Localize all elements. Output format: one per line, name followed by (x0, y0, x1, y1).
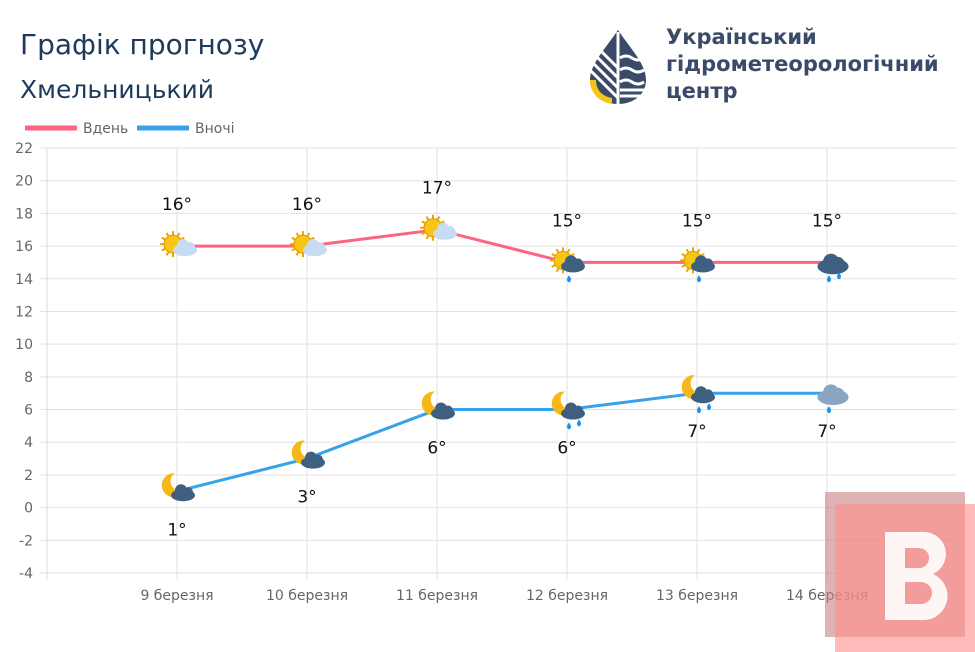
moon-cloud-rain-icon[interactable] (681, 375, 715, 414)
y-tick-label: 2 (24, 468, 33, 484)
y-tick-label: 22 (15, 141, 33, 157)
y-tick-label: 16 (15, 239, 33, 255)
y-tick-label: 10 (15, 337, 33, 353)
sun-cloud-rain-icon[interactable] (680, 247, 715, 283)
moon-cloud-icon[interactable] (421, 391, 455, 420)
x-tick-label: 11 березня (396, 588, 478, 604)
x-tick-label: 10 березня (266, 588, 348, 604)
y-tick-label: 12 (15, 304, 33, 320)
data-label: 7° (817, 422, 836, 442)
data-label: 6° (557, 439, 576, 459)
data-label: 1° (167, 520, 186, 540)
series-line-day (177, 228, 827, 264)
data-label: 15° (812, 211, 842, 231)
moon-cloud-rain-icon[interactable] (551, 391, 585, 430)
sun-cloud-rain-icon[interactable] (550, 247, 585, 283)
y-tick-label: 20 (15, 174, 33, 190)
partly-cloudy-day-icon[interactable] (290, 231, 327, 258)
heavy-rain-cloud-icon[interactable] (817, 253, 849, 283)
y-tick-label: 8 (24, 370, 33, 386)
y-tick-label: 4 (24, 435, 33, 451)
partly-cloudy-day-icon[interactable] (420, 214, 457, 241)
partly-cloudy-day-icon[interactable] (160, 231, 197, 258)
legend-label[interactable]: Вночі (195, 121, 234, 137)
moon-cloud-icon[interactable] (161, 473, 195, 502)
org-line-3: центр (666, 79, 738, 103)
y-tick-label: -2 (19, 533, 33, 549)
x-tick-label: 12 березня (526, 588, 608, 604)
watermark-logo (825, 492, 975, 652)
data-label: 3° (297, 488, 316, 508)
org-line-1: Український (666, 25, 817, 49)
y-tick-label: 6 (24, 403, 33, 419)
y-tick-label: -4 (19, 566, 33, 582)
y-tick-label: 18 (15, 206, 33, 222)
y-tick-label: 14 (15, 272, 33, 288)
cloud-rain-icon[interactable] (817, 384, 849, 414)
data-label: 6° (427, 439, 446, 459)
ugmc-logo (588, 30, 646, 106)
page-title: Графік прогнозу (20, 28, 265, 61)
data-label: 7° (687, 422, 706, 442)
x-tick-label: 9 березня (140, 588, 213, 604)
moon-cloud-icon[interactable] (291, 440, 325, 469)
city-name: Хмельницький (20, 75, 215, 104)
data-label: 17° (422, 179, 452, 199)
organization-name: Український гідрометеорологічний центр (666, 24, 939, 105)
series-line-night (176, 391, 827, 493)
data-label: 15° (682, 211, 712, 231)
data-label: 15° (552, 211, 582, 231)
y-tick-label: 0 (24, 501, 33, 517)
x-tick-label: 13 березня (656, 588, 738, 604)
org-line-2: гідрометеорологічний (666, 52, 939, 76)
data-label: 16° (162, 195, 192, 215)
data-label: 16° (292, 195, 322, 215)
legend-label[interactable]: Вдень (83, 121, 128, 137)
